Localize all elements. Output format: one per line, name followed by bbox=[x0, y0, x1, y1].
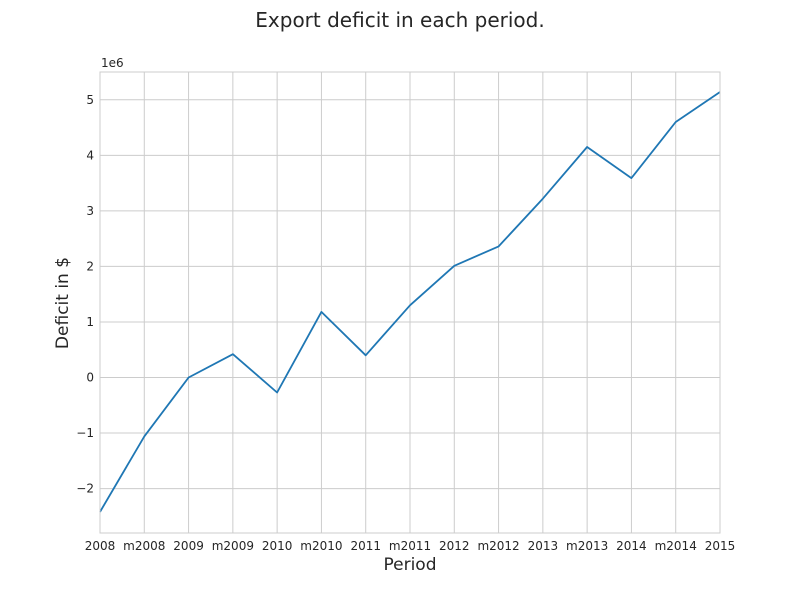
y-tick-label: 4 bbox=[86, 148, 94, 162]
y-tick-label: 3 bbox=[86, 204, 94, 218]
x-tick-label: 2008 bbox=[85, 539, 116, 553]
x-tick-label: m2013 bbox=[566, 539, 608, 553]
y-tick-labels: −2 −1 0 1 2 3 4 5 bbox=[76, 93, 94, 496]
y-gridlines bbox=[100, 99, 720, 490]
x-tick-label: 2013 bbox=[528, 539, 559, 553]
x-tick-label: m2010 bbox=[300, 539, 342, 553]
x-gridlines bbox=[99, 72, 721, 533]
y-tick-label: −1 bbox=[76, 426, 94, 440]
y-tick-label: −2 bbox=[76, 482, 94, 496]
x-tick-label: 2015 bbox=[705, 539, 736, 553]
y-tick-label: 1 bbox=[86, 315, 94, 329]
x-tick-label: m2008 bbox=[123, 539, 165, 553]
x-tick-label: m2009 bbox=[212, 539, 254, 553]
plot-frame bbox=[99, 71, 721, 534]
x-tick-label: m2014 bbox=[655, 539, 697, 553]
x-tick-label: 2012 bbox=[439, 539, 470, 553]
x-tick-label: m2012 bbox=[477, 539, 519, 553]
x-tick-label: 2009 bbox=[173, 539, 204, 553]
y-axis-offset-label: 1e6 bbox=[101, 56, 124, 70]
x-axis-label: Period bbox=[383, 555, 437, 575]
chart-title: Export deficit in each period. bbox=[255, 8, 545, 32]
x-tick-label: 2014 bbox=[616, 539, 647, 553]
x-tick-label: 2011 bbox=[350, 539, 381, 553]
x-tick-label: m2011 bbox=[389, 539, 431, 553]
y-tick-label: 0 bbox=[86, 370, 94, 384]
x-tick-label: 2010 bbox=[262, 539, 293, 553]
y-tick-label: 2 bbox=[86, 259, 94, 273]
y-tick-label: 5 bbox=[86, 93, 94, 107]
x-tick-labels: 2008 m2008 2009 m2009 2010 m2010 2011 m2011 2012… bbox=[85, 539, 736, 553]
